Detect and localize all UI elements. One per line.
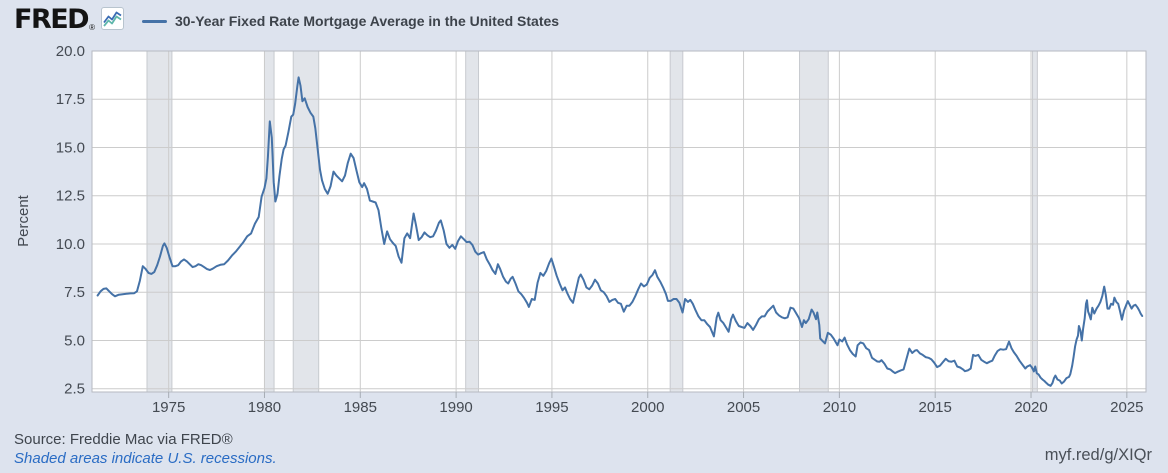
y-tick-label: 10.0	[56, 236, 85, 253]
x-tick-label: 1990	[439, 399, 472, 416]
recessions-note-link[interactable]: Shaded areas indicate U.S. recessions.	[14, 450, 277, 467]
recession-band	[465, 51, 479, 392]
y-tick-label: 12.5	[56, 188, 85, 205]
x-tick-label: 2020	[1014, 399, 1047, 416]
fred-logo-registered-mark: ®	[89, 23, 95, 32]
x-axis: 1975 1980 1985 1990 1995 2000 2005 2010 2015 2020…	[152, 392, 1144, 416]
y-tick-label: 15.0	[56, 139, 85, 156]
x-tick-label: 2015	[919, 399, 952, 416]
fred-sparkline-icon	[101, 7, 124, 30]
recession-band	[1032, 51, 1038, 392]
x-tick-label: 2000	[631, 399, 664, 416]
x-tick-label: 1985	[344, 399, 377, 416]
recession-band	[293, 51, 319, 392]
recession-bands	[146, 51, 1038, 392]
y-tick-label: 5.0	[64, 332, 85, 349]
header: FRED ® 30-Year Fixed Rate Mortgage Avera…	[14, 5, 559, 35]
y-tick-label: 20.0	[56, 43, 85, 60]
y-tick-label: 17.5	[56, 91, 85, 108]
y-tick-label: 7.5	[64, 284, 85, 301]
data-line	[96, 76, 1144, 387]
recession-band	[264, 51, 275, 392]
x-tick-label: 1995	[535, 399, 568, 416]
series-title: 30-Year Fixed Rate Mortgage Average in t…	[175, 12, 560, 29]
recession-band	[799, 51, 829, 392]
x-tick-label: 1980	[248, 399, 281, 416]
x-tick-label: 1975	[152, 399, 185, 416]
x-tick-label: 2025	[1110, 399, 1143, 416]
source-text: Source: Freddie Mac via FRED®	[14, 431, 233, 448]
recession-band	[146, 51, 172, 392]
y-axis: 20.0 17.5 15.0 12.5 10.0 7.5 5.0 2.5	[56, 43, 85, 398]
short-url: myf.red/g/XIQr	[1044, 446, 1152, 464]
series-color-swatch	[142, 19, 167, 23]
x-tick-label: 2005	[727, 399, 760, 416]
y-tick-label: 2.5	[64, 381, 85, 398]
x-tick-label: 2010	[823, 399, 856, 416]
plot-border	[91, 50, 1147, 393]
rate-chart-svg[interactable]: 1975 1980 1985 1990 1995 2000 2005 2010 2015 2020…	[0, 0, 1168, 425]
fred-logo-text: FRED	[14, 4, 90, 35]
fred-logo-link[interactable]: FRED ®	[14, 5, 124, 35]
